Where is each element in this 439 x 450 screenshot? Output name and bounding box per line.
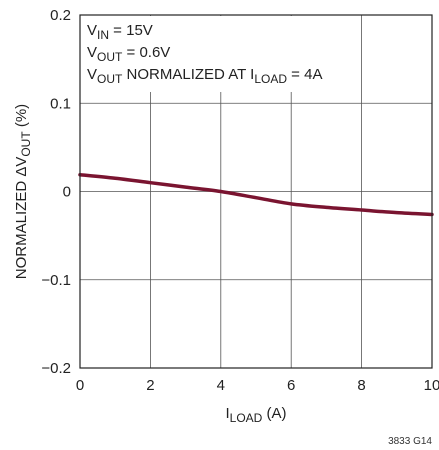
- figure-code: 3833 G14: [388, 436, 432, 447]
- annotation-line: VOUT = 0.6V: [87, 44, 170, 64]
- y-tick-label: 0: [63, 184, 71, 201]
- x-axis-label: ILOAD (A): [225, 405, 286, 425]
- y-tick-label: −0.2: [41, 360, 71, 377]
- x-tick-label: 4: [217, 377, 225, 394]
- annotation-background: [81, 16, 355, 92]
- x-tick-label: 2: [146, 377, 154, 394]
- x-tick-label: 8: [357, 377, 365, 394]
- plot-frame: [79, 14, 433, 369]
- x-tick-label: 0: [76, 377, 84, 394]
- series-layer: [78, 172, 434, 217]
- x-tick-label: 6: [287, 377, 295, 394]
- y-tick-label: −0.1: [41, 272, 71, 289]
- y-tick-labels: −0.2 −0.1 0 0.1 0.2: [41, 7, 71, 377]
- x-tick-labels: 0 2 4 6 8 10: [76, 377, 439, 394]
- series-line: [78, 172, 434, 217]
- y-axis-label: NORMALIZED ΔVOUT (%): [13, 104, 33, 279]
- annotation-line: VIN = 15V: [87, 22, 153, 42]
- annotation-line: VOUT NORMALIZED AT ILOAD = 4A: [87, 66, 322, 86]
- y-tick-label: 0.1: [50, 95, 71, 112]
- x-tick-label: 10: [424, 377, 439, 394]
- y-tick-label: 0.2: [50, 7, 71, 24]
